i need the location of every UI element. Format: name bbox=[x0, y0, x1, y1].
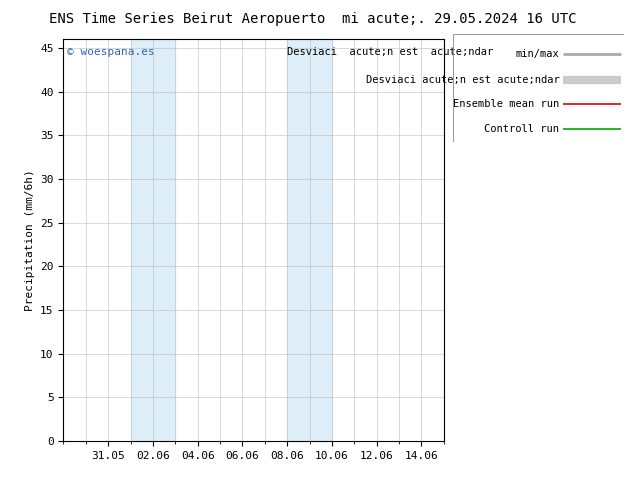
Text: Desviaci acute;n est acute;ndar: Desviaci acute;n est acute;ndar bbox=[366, 74, 559, 85]
Text: mi acute;. 29.05.2024 16 UTC: mi acute;. 29.05.2024 16 UTC bbox=[342, 12, 577, 26]
Y-axis label: Precipitation (mm/6h): Precipitation (mm/6h) bbox=[25, 169, 35, 311]
Text: © woespana.es: © woespana.es bbox=[67, 47, 155, 57]
Text: Desviaci  acute;n est  acute;ndar: Desviaci acute;n est acute;ndar bbox=[287, 47, 493, 57]
Text: min/max: min/max bbox=[515, 49, 559, 59]
Text: Controll run: Controll run bbox=[484, 124, 559, 134]
Bar bbox=[287, 39, 332, 441]
Text: ENS Time Series Beirut Aeropuerto: ENS Time Series Beirut Aeropuerto bbox=[49, 12, 325, 26]
Bar bbox=[131, 39, 175, 441]
Text: Ensemble mean run: Ensemble mean run bbox=[453, 99, 559, 109]
